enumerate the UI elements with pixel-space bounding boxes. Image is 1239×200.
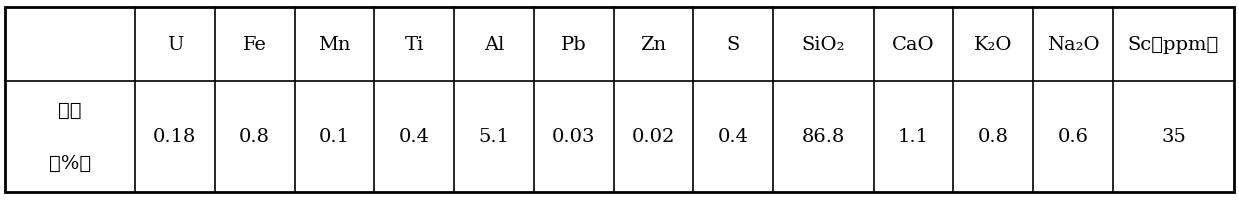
Text: Mn: Mn (318, 36, 351, 54)
Text: 35: 35 (1161, 128, 1186, 146)
Text: Al: Al (483, 36, 504, 54)
Text: 0.4: 0.4 (399, 128, 430, 146)
Text: CaO: CaO (892, 36, 934, 54)
Text: S: S (726, 36, 740, 54)
Text: Na₂O: Na₂O (1047, 36, 1099, 54)
Text: Pb: Pb (561, 36, 586, 54)
Text: 1.1: 1.1 (898, 128, 929, 146)
Text: 0.02: 0.02 (632, 128, 675, 146)
Text: U: U (167, 36, 183, 54)
Text: 5.1: 5.1 (478, 128, 509, 146)
Text: 0.03: 0.03 (551, 128, 596, 146)
Text: （%）: （%） (48, 154, 90, 172)
Text: 0.6: 0.6 (1058, 128, 1089, 146)
Text: SiO₂: SiO₂ (802, 36, 845, 54)
Text: 0.1: 0.1 (318, 128, 349, 146)
Text: 0.8: 0.8 (239, 128, 270, 146)
Text: K₂O: K₂O (974, 36, 1012, 54)
Text: Ti: Ti (404, 36, 424, 54)
Text: 0.18: 0.18 (154, 128, 197, 146)
Text: Zn: Zn (641, 36, 667, 54)
Text: 含量: 含量 (58, 102, 82, 120)
Text: 0.4: 0.4 (717, 128, 748, 146)
Text: 86.8: 86.8 (802, 128, 845, 146)
Text: Sc（ppm）: Sc（ppm） (1127, 36, 1219, 54)
Text: 0.8: 0.8 (978, 128, 1009, 146)
Text: Fe: Fe (243, 36, 266, 54)
